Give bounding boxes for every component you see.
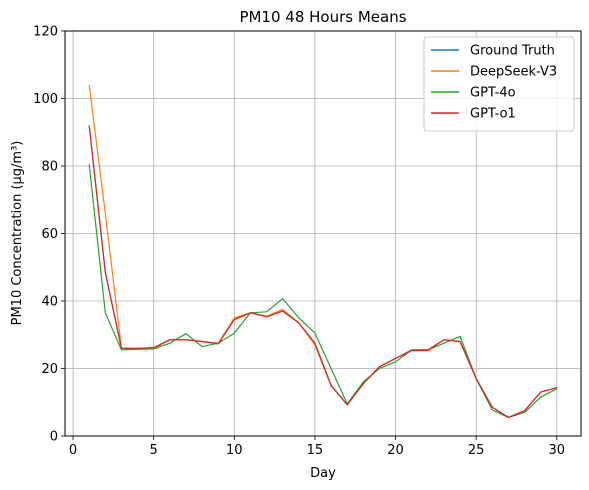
x-tick-label: 0: [69, 443, 77, 458]
y-tick-label: 0: [50, 430, 58, 445]
series-lines: [88, 84, 558, 418]
x-axis-title: Day: [310, 466, 336, 481]
y-tick-label: 20: [41, 362, 58, 377]
y-tick-label: 60: [41, 227, 58, 242]
y-tick-label: 80: [41, 160, 58, 175]
x-tick-label: 15: [307, 443, 324, 458]
x-tick-label: 30: [549, 443, 566, 458]
axis-ticks: 0 5 10 15 20 25 30 0 20 40 60 80 100 120: [33, 25, 565, 459]
legend-label: GPT-o1: [470, 107, 516, 122]
x-tick-label: 10: [226, 443, 243, 458]
y-tick-label: 120: [33, 25, 58, 40]
x-tick-label: 5: [150, 443, 158, 458]
y-axis-title: PM10 Concentration (μg/m³): [10, 141, 25, 326]
legend-label: Ground Truth: [470, 44, 555, 59]
y-tick-label: 40: [41, 295, 58, 310]
legend: Ground Truth DeepSeek-V3 GPT-4o GPT-o1: [423, 36, 575, 132]
x-tick-label: 25: [468, 443, 485, 458]
legend-label: GPT-4o: [470, 86, 516, 101]
chart-title: PM10 48 Hours Means: [239, 8, 406, 26]
legend-box: [423, 36, 575, 132]
x-tick-label: 20: [387, 443, 404, 458]
legend-label: DeepSeek-V3: [470, 65, 557, 80]
y-tick-label: 100: [33, 92, 58, 107]
series-line-gpt-o1: [88, 125, 557, 418]
